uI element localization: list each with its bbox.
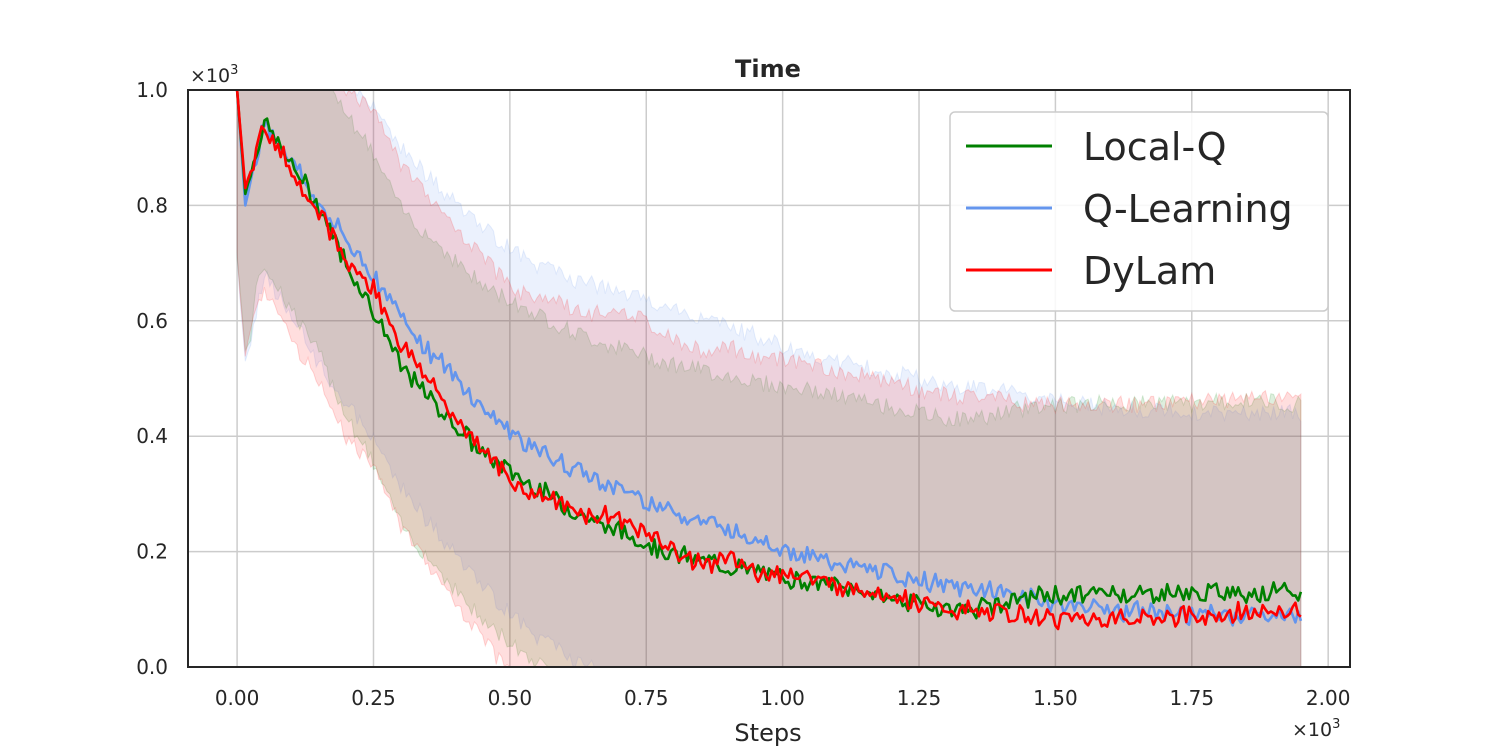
y-tick-label: 0.4	[136, 424, 168, 448]
x-tick-label: 0.75	[624, 686, 669, 710]
y-tick-label: 0.8	[136, 193, 168, 217]
x-tick-label: 0.25	[351, 686, 396, 710]
x-tick-label: 0.50	[488, 686, 533, 710]
y-tick-label: 0.6	[136, 309, 168, 333]
axis-ticks: 0.00 0.25 0.50 0.75 1.00 1.25 1.50 1.75 2.00 0.0 0…	[136, 78, 1350, 710]
x-multiplier: ×103	[1292, 717, 1340, 741]
y-tick-label: 0.2	[136, 540, 168, 564]
legend-label: Q-Learning	[1083, 187, 1293, 231]
x-tick-label: 1.25	[897, 686, 942, 710]
x-tick-label: 1.75	[1170, 686, 1215, 710]
x-multiplier-exponent: 3	[1332, 717, 1340, 732]
y-multiplier-base: ×10	[190, 65, 230, 87]
y-tick-label: 0.0	[136, 655, 168, 679]
legend-label: DyLam	[1083, 249, 1216, 293]
plot-frame	[187, 89, 1351, 668]
legend-box	[949, 111, 1329, 312]
y-multiplier-exponent: 3	[230, 63, 238, 78]
series-line-local-q	[235, 89, 1303, 620]
x-axis-label: Steps	[734, 719, 801, 747]
x-tick-label: 0.00	[215, 686, 260, 710]
y-multiplier: ×103	[190, 63, 238, 87]
chart-title: Time	[735, 55, 801, 83]
legend: Local-Q Q-Learning DyLam	[949, 111, 1329, 312]
series-line-q-learning	[235, 89, 1303, 627]
series-lines	[235, 89, 1303, 631]
series-line-dylam	[235, 89, 1302, 631]
x-tick-label: 1.50	[1033, 686, 1078, 710]
x-tick-label: 2.00	[1306, 686, 1351, 710]
x-multiplier-base: ×10	[1292, 719, 1332, 741]
x-tick-label: 1.00	[760, 686, 805, 710]
legend-label: Local-Q	[1083, 125, 1227, 169]
y-tick-label: 1.0	[136, 78, 168, 102]
